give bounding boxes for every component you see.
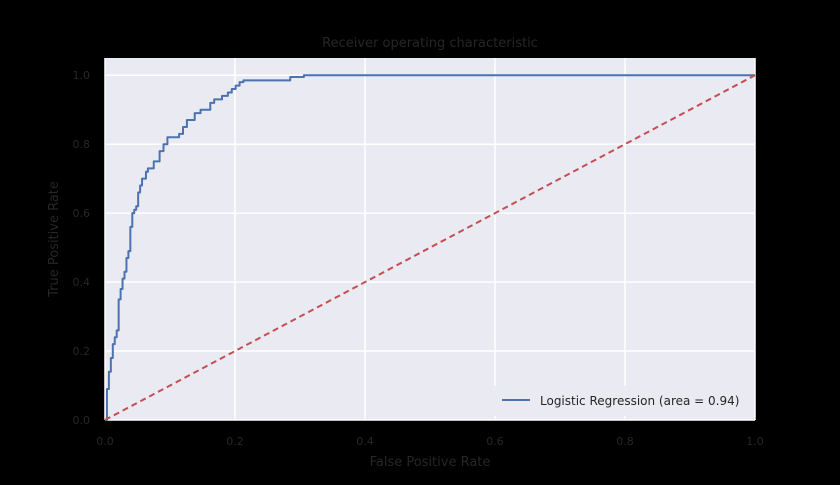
plot-area	[105, 58, 755, 420]
y-axis-title: True Positive Rate	[47, 181, 62, 298]
x-tick-label: 1.0	[746, 435, 764, 448]
x-axis-title: False Positive Rate	[370, 455, 491, 470]
series-line-logistic-regression	[105, 74, 755, 421]
y-tick-label: 0.0	[73, 414, 91, 427]
legend-box	[492, 386, 754, 416]
series-layer	[104, 74, 756, 421]
grid-lines	[104, 58, 756, 421]
y-tick-label: 1.0	[73, 69, 91, 82]
y-tick-label: 0.4	[73, 276, 91, 289]
y-axis-ticks: 0.0 0.2 0.4 0.6 0.8 1.0	[73, 69, 91, 427]
y-tick-label: 0.2	[73, 345, 91, 358]
x-tick-label: 0.4	[356, 435, 374, 448]
x-tick-label: 0.8	[616, 435, 634, 448]
x-axis-ticks: 0.0 0.2 0.4 0.6 0.8 1.0	[96, 435, 764, 448]
legend-label-logistic-regression: Logistic Regression (area = 0.94)	[540, 394, 739, 408]
chart-title: Receiver operating characteristic	[322, 36, 538, 51]
x-tick-label: 0.6	[486, 435, 504, 448]
y-tick-label: 0.8	[73, 138, 91, 151]
series-line-chance-diagonal	[104, 74, 756, 421]
legend: Logistic Regression (area = 0.94)	[492, 386, 754, 416]
x-tick-label: 0.2	[226, 435, 244, 448]
x-tick-label: 0.0	[96, 435, 114, 448]
y-tick-label: 0.6	[73, 207, 91, 220]
